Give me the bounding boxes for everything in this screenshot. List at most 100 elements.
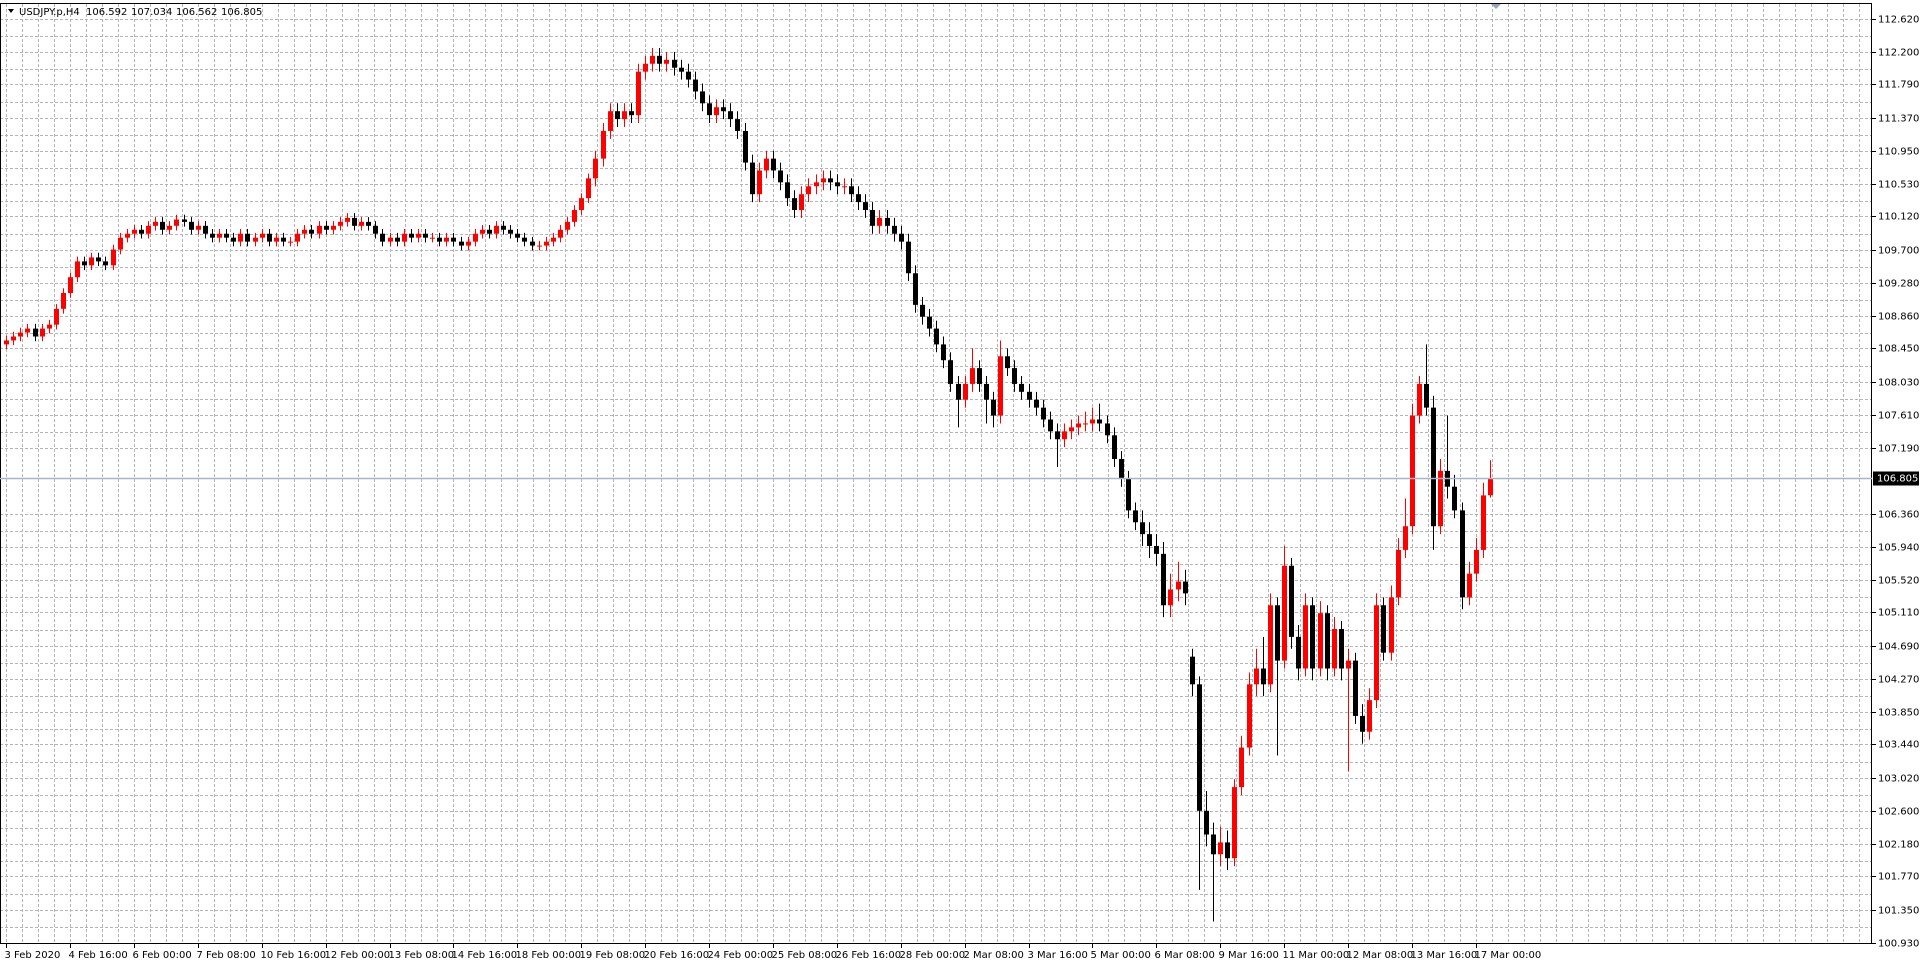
candle-body [182, 219, 187, 222]
candle-body [650, 55, 655, 64]
candle-body [593, 158, 598, 179]
candle-body [1403, 526, 1408, 550]
candle-body [1325, 613, 1330, 669]
y-tick-label: 111.790 [1878, 80, 1919, 91]
candle-body [288, 241, 293, 243]
candle-body [423, 233, 428, 238]
x-tick-label: 9 Mar 16:00 [1219, 950, 1279, 961]
candle-body [54, 308, 59, 325]
candle-body [1289, 565, 1294, 637]
y-tick-label: 105.520 [1878, 576, 1919, 587]
candle-body [146, 225, 151, 234]
candle-body [1190, 656, 1195, 685]
candle-body [210, 233, 215, 238]
x-tick-label: 2 Mar 08:00 [964, 950, 1024, 961]
candle-body [111, 249, 116, 266]
y-tick-label: 106.360 [1878, 510, 1919, 521]
candle-body [998, 356, 1003, 416]
candle-body [1041, 407, 1046, 420]
candle-body [672, 59, 677, 68]
candle-body [466, 241, 471, 246]
candle-body [714, 107, 719, 116]
candle-body [47, 324, 52, 329]
candle-body [1303, 605, 1308, 669]
candle-body [941, 344, 946, 361]
candle-body [920, 304, 925, 317]
candle-body [835, 182, 840, 187]
candle-body [331, 225, 336, 230]
candle-body [636, 71, 641, 116]
candle-body [61, 293, 66, 309]
candle-body [324, 225, 329, 230]
candle-body [1488, 478, 1493, 496]
candle-body [317, 225, 322, 234]
candle-body [1069, 427, 1074, 432]
y-tick-label: 103.020 [1878, 774, 1919, 785]
candle-body [231, 237, 236, 242]
y-tick-label: 108.030 [1878, 378, 1919, 389]
candle-body [799, 194, 804, 211]
candle-body [1147, 534, 1152, 546]
candle-body [25, 328, 30, 333]
y-tick-label: 100.930 [1878, 939, 1919, 950]
candle-body [1183, 581, 1188, 594]
candle-body [1112, 435, 1117, 460]
y-tick-label: 102.600 [1878, 807, 1919, 818]
candles [4, 47, 1493, 922]
candle-body [870, 210, 875, 226]
header-icon [8, 9, 14, 13]
candle-body [359, 221, 364, 226]
candle-body [1318, 613, 1323, 669]
candle-body [409, 233, 414, 238]
candle-body [1474, 549, 1479, 574]
y-tick-label: 112.200 [1878, 48, 1919, 59]
x-tick-label: 14 Feb 16:00 [452, 950, 518, 961]
candle-body [1332, 628, 1337, 669]
candle-body [728, 111, 733, 120]
candle-body [814, 182, 819, 187]
candle-body [487, 229, 492, 234]
candle-body [743, 130, 748, 163]
candle-body [1460, 510, 1465, 598]
candle-body [785, 182, 790, 199]
plot-frame [0, 3, 1872, 944]
x-tick-label: 13 Mar 16:00 [1411, 950, 1478, 961]
candle-body [1105, 423, 1110, 436]
candle-body [963, 383, 968, 400]
candle-body [622, 111, 627, 120]
candle-body [579, 198, 584, 211]
candle-body [1090, 419, 1095, 424]
y-tick-label: 109.280 [1878, 279, 1919, 290]
candle-body [892, 225, 897, 234]
y-tick-label: 108.860 [1878, 312, 1919, 323]
candle-body [118, 237, 123, 250]
y-tick-label: 101.770 [1878, 872, 1919, 883]
candle-body [380, 233, 385, 242]
y-tick-label: 104.270 [1878, 675, 1919, 686]
candle-body [1218, 842, 1223, 855]
candle-body [82, 261, 87, 266]
candle-body [1339, 628, 1344, 669]
candle-body [899, 233, 904, 242]
candle-body [1204, 810, 1209, 835]
candle-body [125, 233, 130, 238]
candle-body [572, 210, 577, 222]
y-tick-label: 110.530 [1878, 180, 1919, 191]
x-tick-label: 7 Feb 08:00 [197, 950, 256, 961]
candle-body [174, 219, 179, 226]
y-tick-label: 108.450 [1878, 344, 1919, 355]
candle-body [196, 225, 201, 230]
candle-body [203, 225, 208, 234]
candle-body [1126, 478, 1131, 511]
candle-body [1417, 383, 1422, 416]
candle-body [877, 217, 882, 226]
candle-body [352, 217, 357, 226]
candle-body [473, 233, 478, 242]
candle-body [970, 368, 975, 384]
y-tick-label: 110.950 [1878, 147, 1919, 158]
x-tick-label: 10 Feb 16:00 [261, 950, 327, 961]
candle-body [1225, 842, 1230, 859]
candle-body [530, 241, 535, 246]
candle-body [338, 221, 343, 226]
